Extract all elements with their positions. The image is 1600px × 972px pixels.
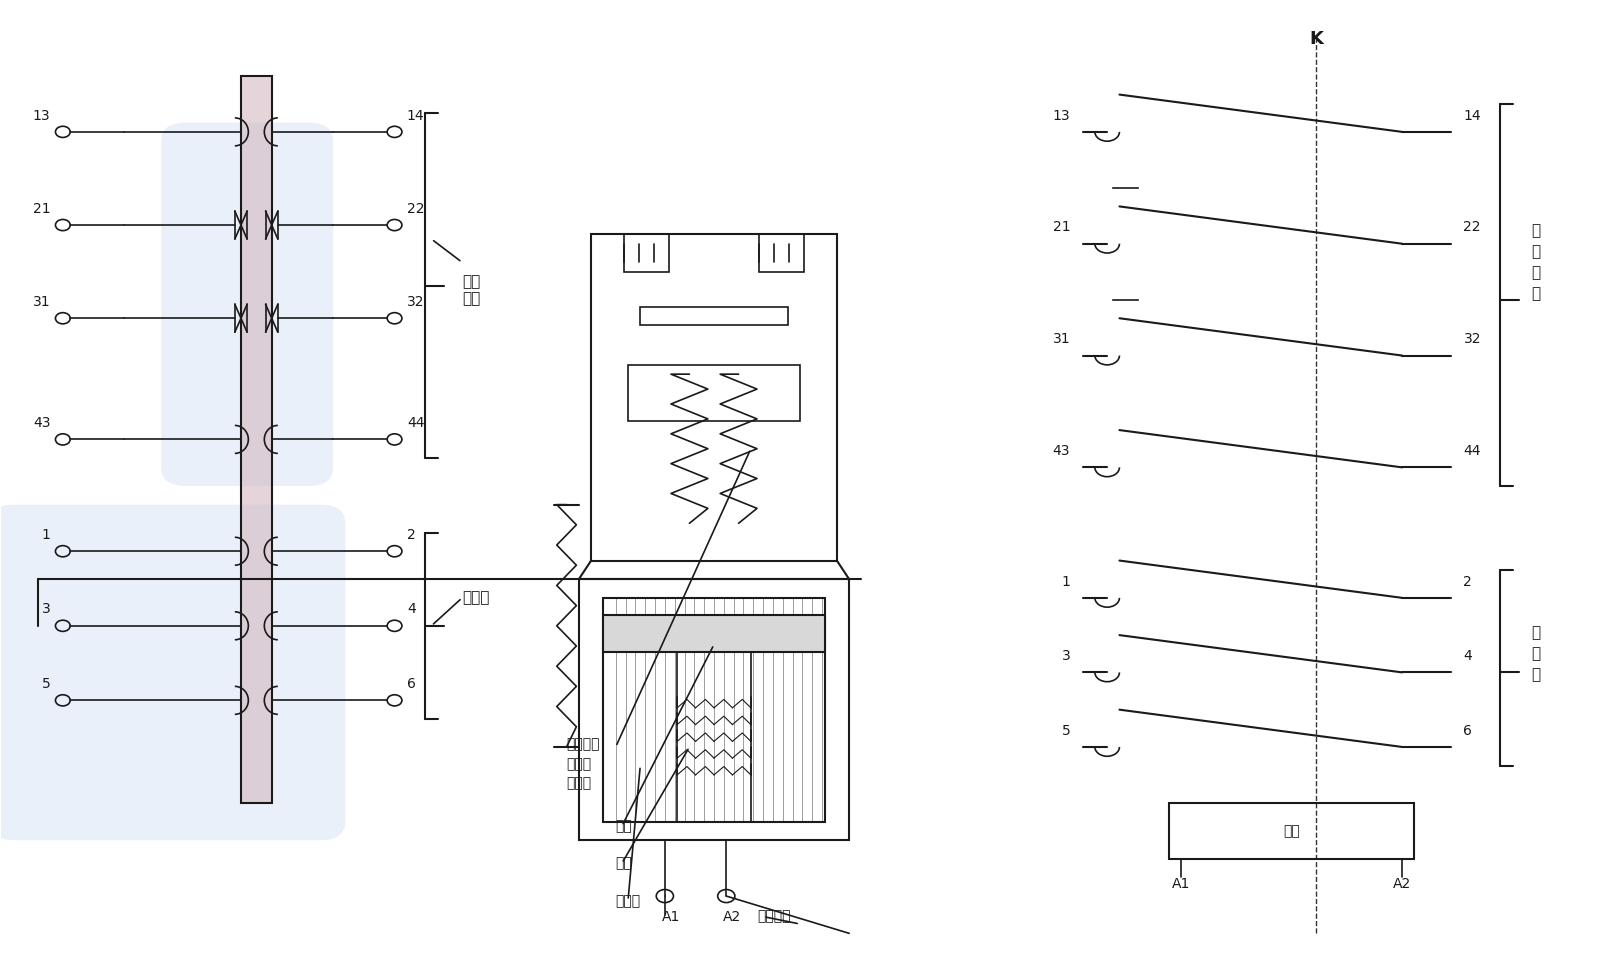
Bar [603,598,824,821]
Text: 5: 5 [42,677,51,691]
Text: 辅助
触头: 辅助 触头 [462,274,480,306]
Text: A2: A2 [723,910,741,924]
Text: A1: A1 [662,910,680,924]
Text: 辅
助
触
头: 辅 助 触 头 [1531,224,1541,301]
Text: 2: 2 [1464,574,1472,588]
Text: 3: 3 [42,603,51,616]
Text: 2: 2 [406,528,416,542]
FancyBboxPatch shape [162,122,333,486]
Text: 31: 31 [1053,332,1070,346]
Text: 1: 1 [42,528,51,542]
Text: 线圈: 线圈 [616,856,632,871]
Text: 13: 13 [1053,109,1070,122]
Text: 31: 31 [34,295,51,309]
Text: 6: 6 [406,677,416,691]
Bar [242,76,272,803]
Text: 主触头: 主触头 [462,590,490,606]
Text: 21: 21 [34,202,51,216]
Text: 43: 43 [34,416,51,430]
Text: A1: A1 [1171,878,1190,891]
Text: 5: 5 [1061,723,1070,738]
Text: 绝缘连杆
反作用
力弹簧: 绝缘连杆 反作用 力弹簧 [566,738,600,790]
Bar [1168,803,1414,859]
Text: 14: 14 [406,109,424,122]
Bar [590,234,837,561]
Text: 控制电源: 控制电源 [757,910,790,923]
Bar [640,306,787,326]
Text: 4: 4 [406,603,416,616]
Text: 22: 22 [1464,221,1482,234]
Text: 32: 32 [406,295,424,309]
Bar [579,579,850,840]
Text: 43: 43 [1053,444,1070,458]
Text: 22: 22 [406,202,424,216]
Text: 13: 13 [34,109,51,122]
Text: 线圈: 线圈 [1283,824,1299,838]
FancyBboxPatch shape [0,504,346,840]
Bar [627,364,800,421]
Bar [677,652,750,821]
Text: 21: 21 [1053,221,1070,234]
Text: 44: 44 [406,416,424,430]
Text: 32: 32 [1464,332,1482,346]
Bar [624,234,669,271]
Bar [760,234,803,271]
Text: 静铁心: 静铁心 [616,893,642,908]
Text: 4: 4 [1464,649,1472,663]
Text: A2: A2 [1394,878,1411,891]
Text: 3: 3 [1061,649,1070,663]
Text: 44: 44 [1464,444,1482,458]
Text: 1: 1 [1061,574,1070,588]
Text: K: K [1309,30,1323,48]
Bar [603,615,824,652]
Text: 主
触
头: 主 触 头 [1531,625,1541,682]
Text: 6: 6 [1464,723,1472,738]
Text: 衔铁: 衔铁 [616,819,632,833]
Text: 14: 14 [1464,109,1482,122]
Bar [242,76,272,803]
